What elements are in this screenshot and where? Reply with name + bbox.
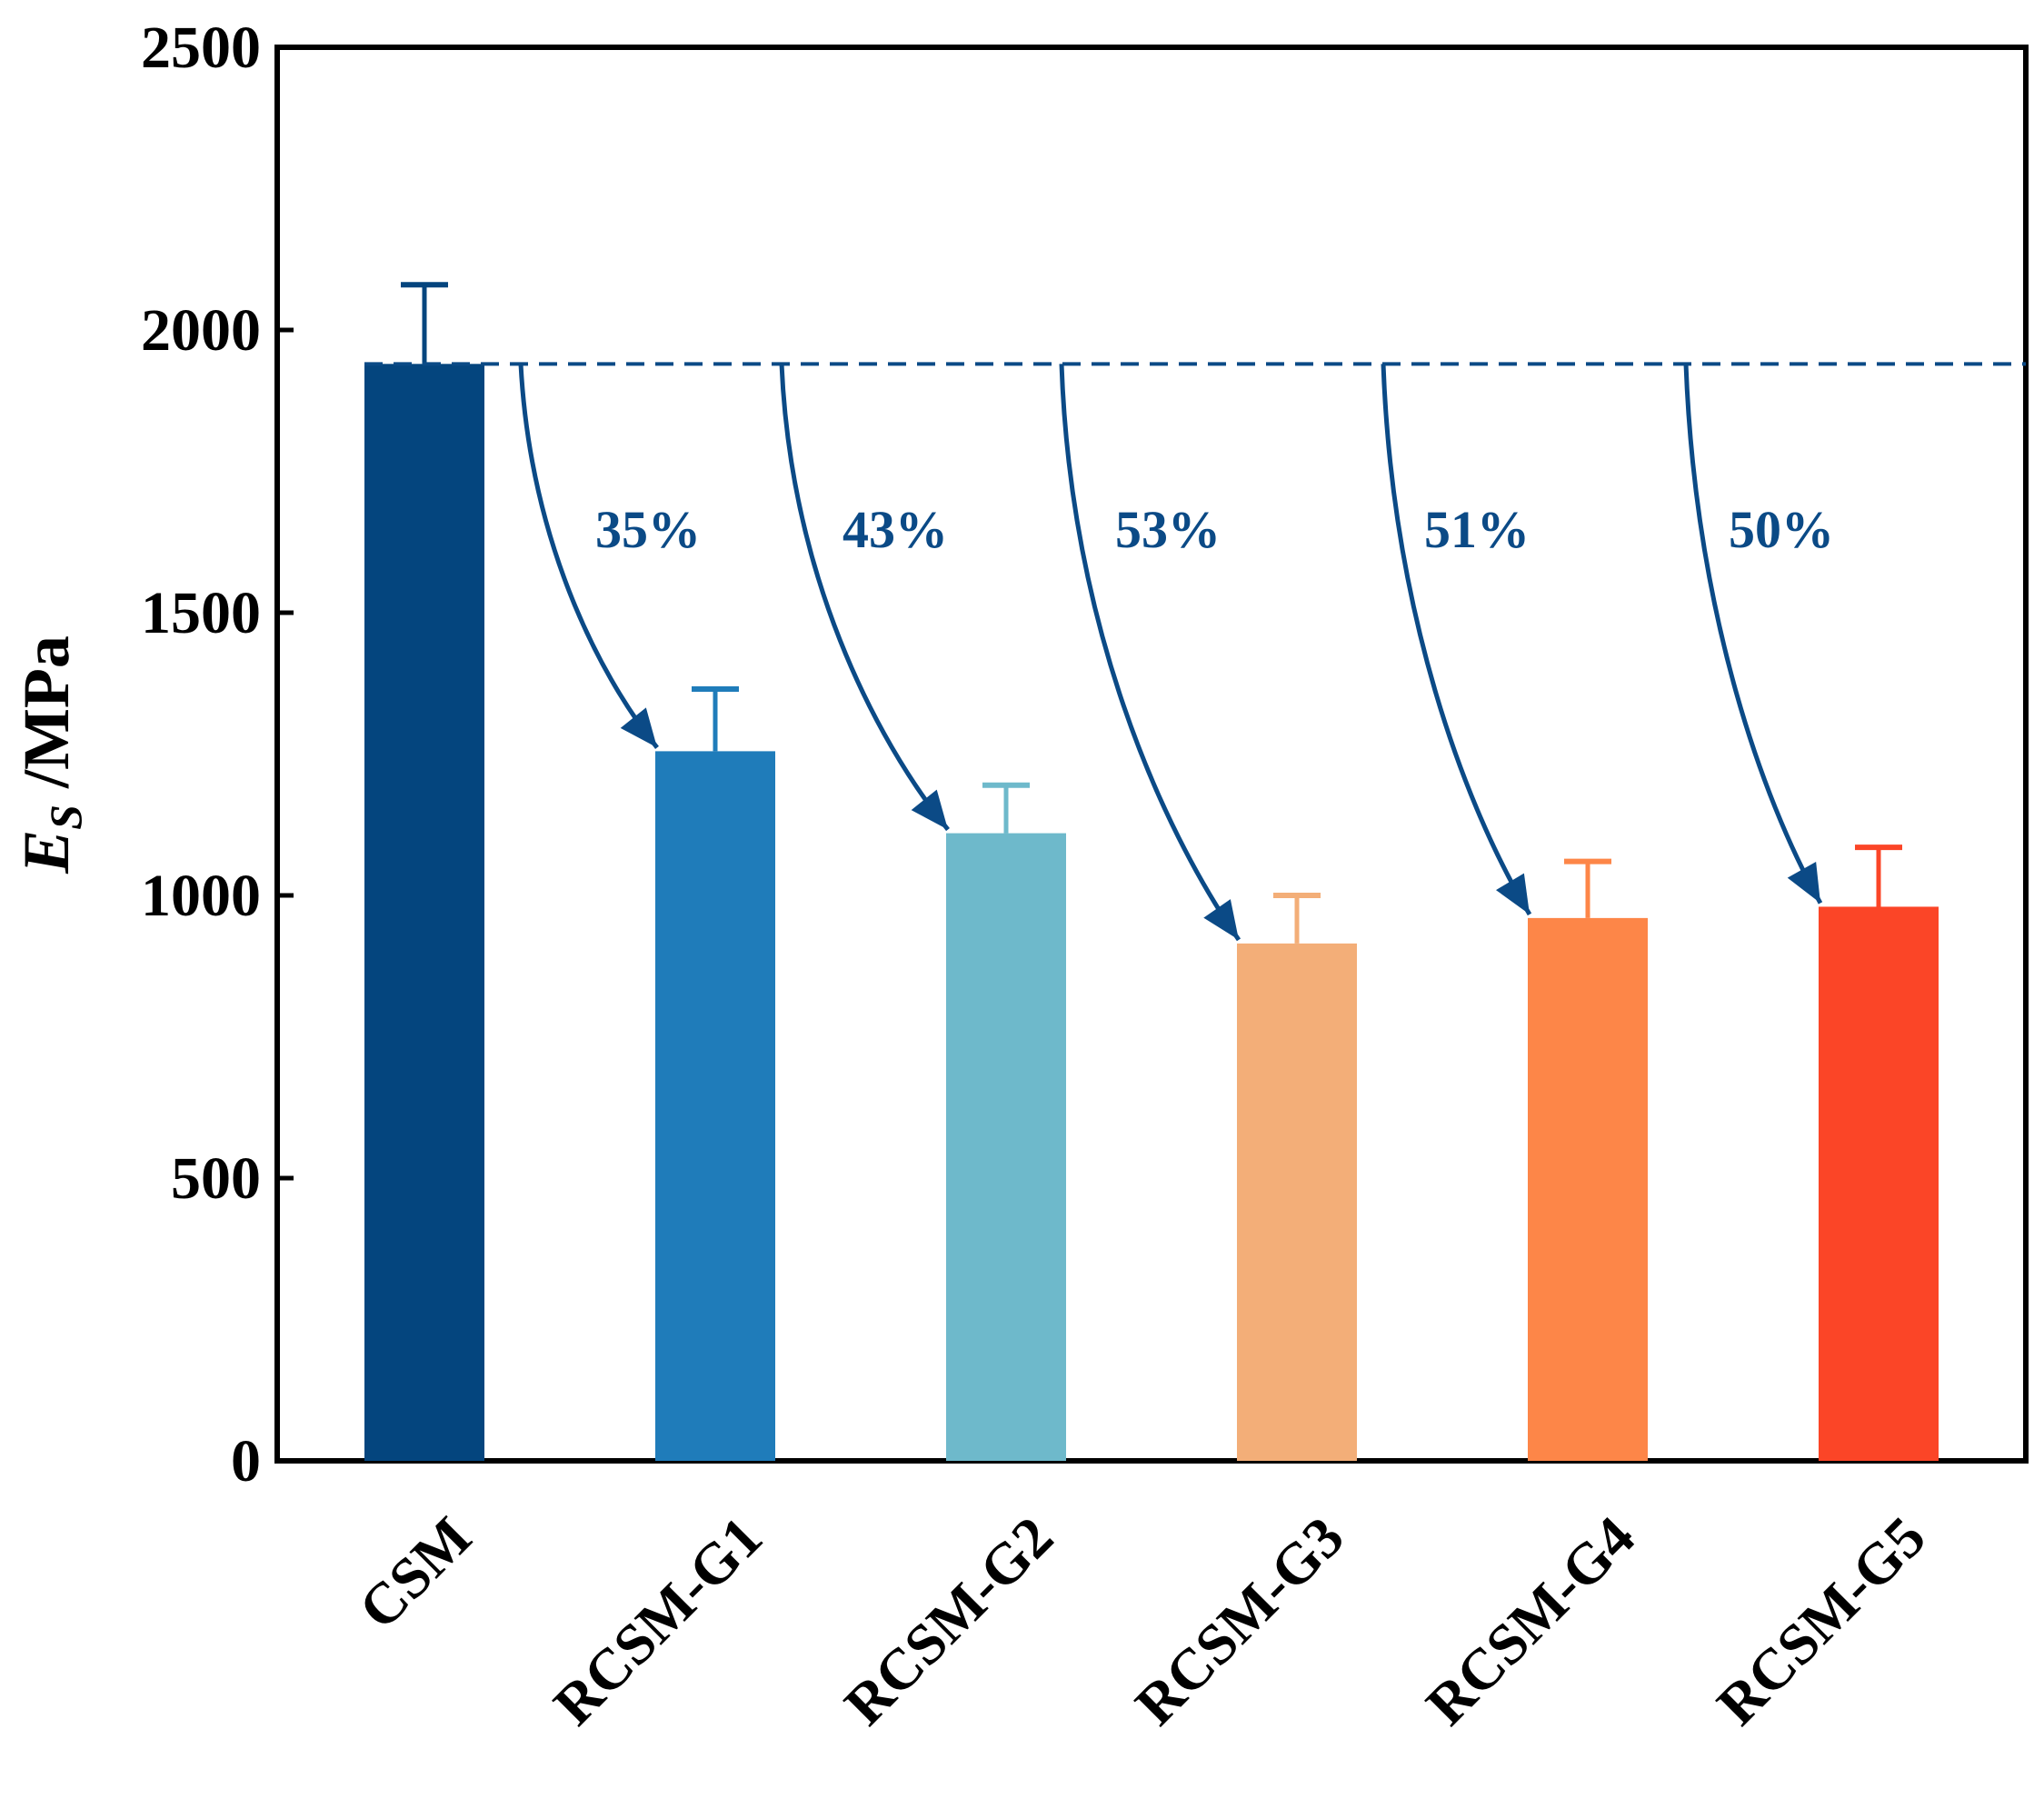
bar-rcsm-g4 xyxy=(1528,917,1648,1461)
x-tick-label: RCSM-G3 xyxy=(1123,1504,1356,1737)
decrease-arrow xyxy=(1059,364,1241,942)
y-axis-label-symbol: E xyxy=(10,830,83,875)
decrease-percent-label: 35% xyxy=(595,500,701,559)
decrease-arrow xyxy=(1683,364,1823,904)
y-tick-label: 1500 xyxy=(141,580,261,646)
x-tick-label: RCSM-G5 xyxy=(1705,1504,1938,1737)
decrease-arrow xyxy=(1381,364,1532,916)
x-axis: CSM RCSM-G1 RCSM-G2 RCSM-G3 RCSM-G4 RCSM-G5 xyxy=(346,1504,1938,1737)
error-bars-layer xyxy=(401,282,1902,944)
x-tick-label: RCSM-G1 xyxy=(542,1504,774,1737)
bar-rcsm-g3 xyxy=(1237,943,1357,1461)
decrease-arrow xyxy=(779,364,950,832)
arrowhead xyxy=(1495,873,1530,914)
decrease-arrow xyxy=(518,364,659,749)
y-tick-label: 1000 xyxy=(141,863,261,929)
y-axis-label-unit: /MPa xyxy=(10,635,83,805)
arrowhead xyxy=(911,789,948,830)
arrowhead xyxy=(1203,899,1239,940)
y-tick-label: 0 xyxy=(231,1428,261,1494)
annotation-arrows-layer: 35% 43% 53% 51% 50% xyxy=(518,364,1834,942)
bar-rcsm-g5 xyxy=(1819,906,1939,1461)
bar-rcsm-g1 xyxy=(655,751,775,1461)
x-tick-label: CSM xyxy=(346,1504,484,1642)
x-tick-label: RCSM-G2 xyxy=(833,1504,1065,1737)
bar-csm xyxy=(364,364,484,1461)
x-tick-label: RCSM-G4 xyxy=(1414,1504,1647,1737)
bar-rcsm-g2 xyxy=(946,833,1066,1461)
y-tick-label: 500 xyxy=(171,1145,261,1212)
arrowhead xyxy=(1787,862,1820,904)
decrease-percent-label: 51% xyxy=(1424,500,1530,559)
y-axis: 0 500 1000 1500 2000 2500 xyxy=(141,15,294,1494)
plot-frame xyxy=(274,45,2029,1464)
y-axis-label: ES /MPa xyxy=(10,635,91,875)
decrease-percent-label: 53% xyxy=(1115,500,1221,559)
y-tick-label: 2000 xyxy=(141,297,261,364)
y-axis-label-subscript: S xyxy=(40,805,91,830)
decrease-percent-label: 50% xyxy=(1729,500,1834,559)
arrowhead xyxy=(620,707,657,748)
y-tick-label: 2500 xyxy=(141,15,261,81)
decrease-percent-label: 43% xyxy=(843,500,948,559)
bars-layer xyxy=(364,364,1939,1461)
